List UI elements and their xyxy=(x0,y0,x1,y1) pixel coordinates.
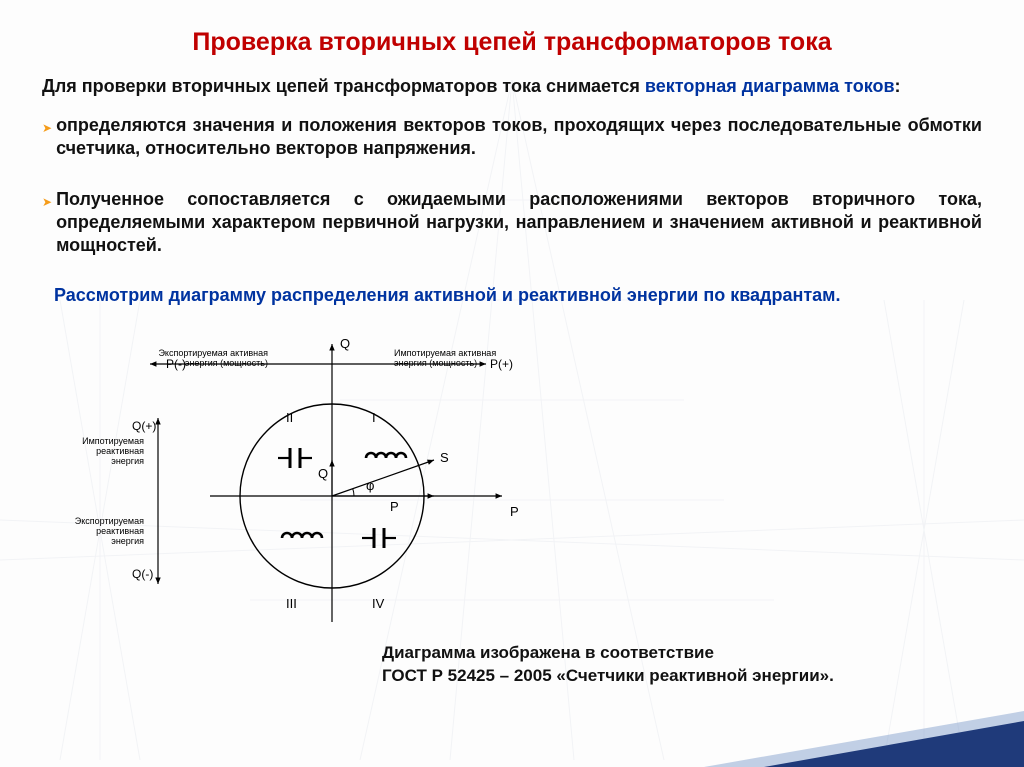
svg-text:энергия: энергия xyxy=(111,536,144,546)
intro-highlight: векторная диаграмма токов xyxy=(645,76,895,96)
diagram-caption: Диаграмма изображена в соответствие ГОСТ… xyxy=(382,642,982,688)
svg-text:II: II xyxy=(286,410,293,425)
diagram-svg: Q P Q(+) Q(-) P(+) P(-)Экспортируемая активна… xyxy=(72,316,592,636)
title-text: Проверка вторичных цепей трансформаторов… xyxy=(192,28,831,56)
svg-text:φ: φ xyxy=(366,478,374,493)
bullet-text: определяются значения и положения вектор… xyxy=(56,114,982,160)
svg-text:энергия (мощность): энергия (мощность) xyxy=(394,358,477,368)
quadrant-diagram: Q P Q(+) Q(-) P(+) P(-)Экспортируемая активна… xyxy=(72,316,592,636)
intro-suffix: : xyxy=(895,76,901,96)
svg-text:P(-): P(-) xyxy=(166,357,186,371)
bullet-arrow-icon: ➤ xyxy=(42,114,52,174)
svg-text:Q(+): Q(+) xyxy=(132,419,156,433)
bullet-item: ➤ Полученное сопоставляется с ожидаемыми… xyxy=(42,188,982,271)
svg-text:Экспортируемая: Экспортируемая xyxy=(75,516,144,526)
svg-text:реактивная: реактивная xyxy=(96,446,144,456)
svg-text:Экспортируемая активная: Экспортируемая активная xyxy=(158,348,268,358)
bullet-arrow-icon: ➤ xyxy=(42,188,52,271)
svg-text:Q: Q xyxy=(318,466,328,481)
svg-text:энергия: энергия xyxy=(111,456,144,466)
svg-text:Q(-): Q(-) xyxy=(132,567,153,581)
svg-text:IV: IV xyxy=(372,596,385,611)
svg-text:P: P xyxy=(510,504,519,519)
svg-text:энергия (мощность): энергия (мощность) xyxy=(185,358,268,368)
caption-line-1: Диаграмма изображена в соответствие xyxy=(382,642,982,665)
corner-decoration-front xyxy=(764,721,1024,767)
svg-text:Q: Q xyxy=(340,336,350,351)
svg-text:Импотируемая: Импотируемая xyxy=(82,436,144,446)
caption-line-2: ГОСТ Р 52425 – 2005 «Счетчики реактивной… xyxy=(382,665,982,688)
svg-text:P(+): P(+) xyxy=(490,357,513,371)
intro-paragraph: Для проверки вторичных цепей трансформат… xyxy=(42,75,982,98)
blue-subheading: Рассмотрим диаграмму распределения актив… xyxy=(54,285,982,306)
svg-text:Импотируемая активная: Импотируемая активная xyxy=(394,348,496,358)
svg-text:III: III xyxy=(286,596,297,611)
bullet-item: ➤ определяются значения и положения вект… xyxy=(42,114,982,174)
intro-prefix: Для проверки вторичных цепей трансформат… xyxy=(42,76,645,96)
svg-text:I: I xyxy=(372,410,376,425)
page-title: Проверка вторичных цепей трансформаторов… xyxy=(42,28,982,57)
svg-text:реактивная: реактивная xyxy=(96,526,144,536)
bullet-text: Полученное сопоставляется с ожидаемыми р… xyxy=(56,188,982,257)
svg-text:S: S xyxy=(440,450,449,465)
svg-text:P: P xyxy=(390,499,399,514)
